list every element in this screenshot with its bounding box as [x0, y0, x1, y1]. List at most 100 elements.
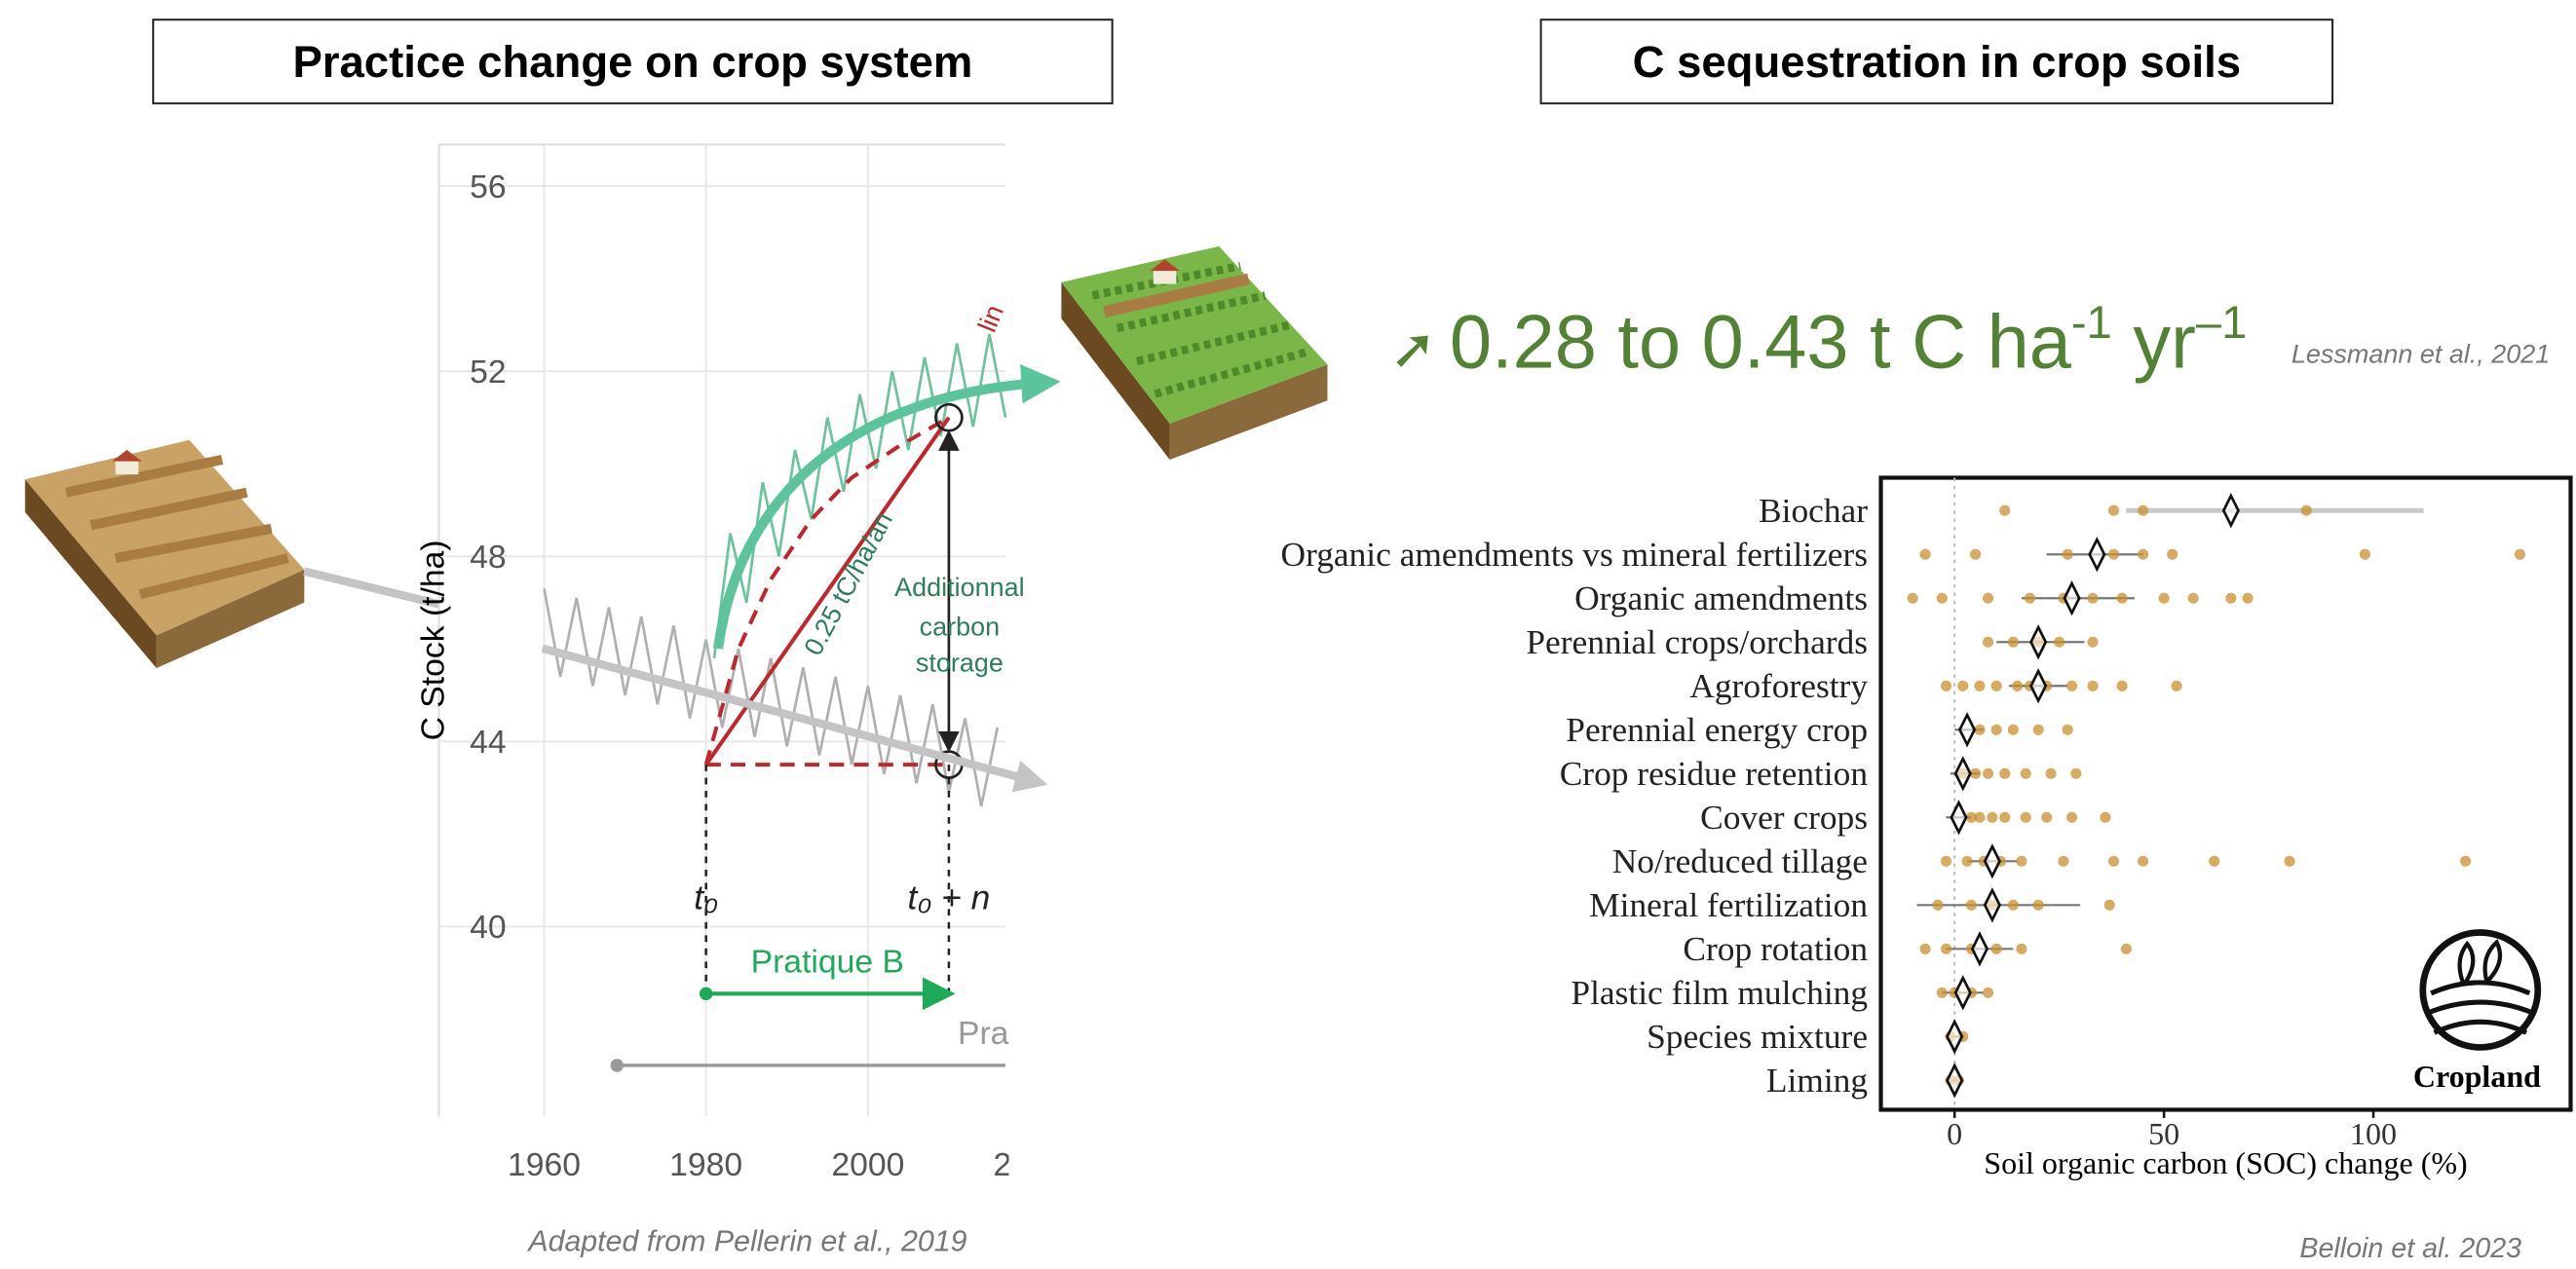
observation	[2284, 856, 2294, 867]
observation	[2033, 900, 2044, 911]
observation	[1991, 681, 2002, 691]
category-label: Perennial crops/orchards	[1526, 622, 1868, 661]
observation	[1983, 637, 1993, 648]
observation	[2108, 549, 2119, 560]
category-label: Species mixture	[1647, 1017, 1868, 1056]
observation	[2087, 637, 2098, 648]
observation	[2041, 812, 2052, 823]
arrow-icon: ➚	[1390, 318, 1437, 381]
annotation: carbon	[920, 612, 1000, 641]
right-chart: Cropland Soil organic carbon (SOC) chang…	[1281, 478, 2571, 1181]
logo-label: Cropland	[2413, 1059, 2541, 1094]
exponent: –1	[2196, 297, 2248, 349]
observation	[2045, 768, 2056, 779]
y-tick-label: 48	[470, 539, 507, 576]
citation: Belloin et al. 2023	[2299, 1233, 2521, 1264]
observation	[2021, 812, 2031, 823]
observation	[2016, 944, 2027, 954]
observation	[2087, 593, 2098, 604]
observation	[2138, 505, 2148, 516]
observation	[2008, 900, 2019, 911]
y-tick-label: 40	[470, 909, 507, 946]
observation	[2225, 593, 2236, 604]
x-tick-label: 100	[2350, 1116, 2397, 1151]
observation	[1920, 944, 1931, 954]
observation	[1941, 944, 1951, 954]
observation	[1932, 900, 1943, 911]
category-label: Perennial energy crop	[1566, 710, 1868, 749]
period-label: Pra	[958, 1015, 1009, 1052]
observation	[2121, 944, 2132, 954]
observation	[2087, 681, 2098, 691]
observation	[2066, 681, 2077, 691]
category-label: Cover crops	[1700, 798, 1868, 837]
observation	[2138, 549, 2148, 560]
category-label: Crop residue retention	[1560, 754, 1869, 793]
observation	[2171, 681, 2181, 691]
period-start	[700, 988, 712, 1000]
annotation: Additionnal	[894, 573, 1024, 602]
observation	[2460, 856, 2471, 867]
observation	[2100, 812, 2110, 823]
observation	[2066, 812, 2077, 823]
observation	[1937, 988, 1948, 998]
observation	[2159, 593, 2170, 604]
observation	[1983, 593, 1993, 604]
observation	[1999, 812, 2010, 823]
period-label: Pratique B	[751, 943, 904, 980]
x-tick-label: 1980	[669, 1146, 742, 1183]
observation	[2515, 549, 2525, 560]
observation	[1941, 856, 1951, 867]
slide: Practice change on crop system C sequest…	[0, 0, 2576, 1269]
period-start	[611, 1059, 624, 1071]
observation	[1983, 988, 1993, 998]
observation	[2188, 593, 2199, 604]
observation	[2104, 900, 2115, 911]
observation	[2021, 768, 2031, 779]
observation	[2012, 681, 2023, 691]
observation	[1937, 593, 1948, 604]
x-tick-label: 50	[2148, 1116, 2179, 1151]
category-label: Mineral fertilization	[1589, 885, 1868, 924]
exponent: -1	[2071, 297, 2112, 349]
rate-text: 0.28 to 0.43 t C ha	[1450, 301, 2072, 385]
observation	[2209, 856, 2219, 867]
observation	[1908, 593, 1918, 604]
category-label: Organic amendments vs mineral fertilizer…	[1281, 535, 1868, 574]
observation	[2243, 593, 2254, 604]
observation	[1999, 768, 2010, 779]
observation	[1974, 681, 1985, 691]
observation	[1966, 900, 1977, 911]
landscape-before	[25, 440, 305, 668]
category-label: Biochar	[1759, 491, 1868, 530]
unit: yr	[2112, 301, 2196, 385]
observation	[2025, 593, 2035, 604]
citation: Lessmann et al., 2021	[2292, 340, 2550, 369]
time-label: t₀	[694, 878, 718, 916]
y-tick-label: 52	[470, 354, 507, 391]
observation	[2301, 505, 2312, 516]
annotation: storage	[916, 648, 1004, 677]
observation	[1974, 812, 1985, 823]
observation	[2008, 725, 2019, 735]
observation	[1999, 505, 2010, 516]
observation	[1983, 768, 1993, 779]
category-label: No/reduced tillage	[1612, 841, 1868, 880]
observation	[2108, 505, 2119, 516]
citation: Adapted from Pellerin et al., 2019	[526, 1225, 966, 1257]
observation	[1991, 725, 2002, 735]
category-label: Organic amendments	[1574, 579, 1868, 617]
category-label: Crop rotation	[1683, 929, 1868, 968]
observation	[2117, 593, 2128, 604]
landscape-after	[1061, 246, 1327, 460]
observation	[2070, 768, 2081, 779]
y-tick-label: 56	[470, 168, 507, 205]
observation	[2054, 637, 2065, 648]
observation	[2033, 725, 2044, 735]
page: {"headers":["Practice change on crop sys…	[0, 0, 2576, 1269]
observation	[1987, 812, 1997, 823]
y-tick-label: 44	[470, 724, 507, 761]
category-label: Liming	[1766, 1061, 1868, 1100]
category-label: Agroforestry	[1689, 666, 1868, 705]
